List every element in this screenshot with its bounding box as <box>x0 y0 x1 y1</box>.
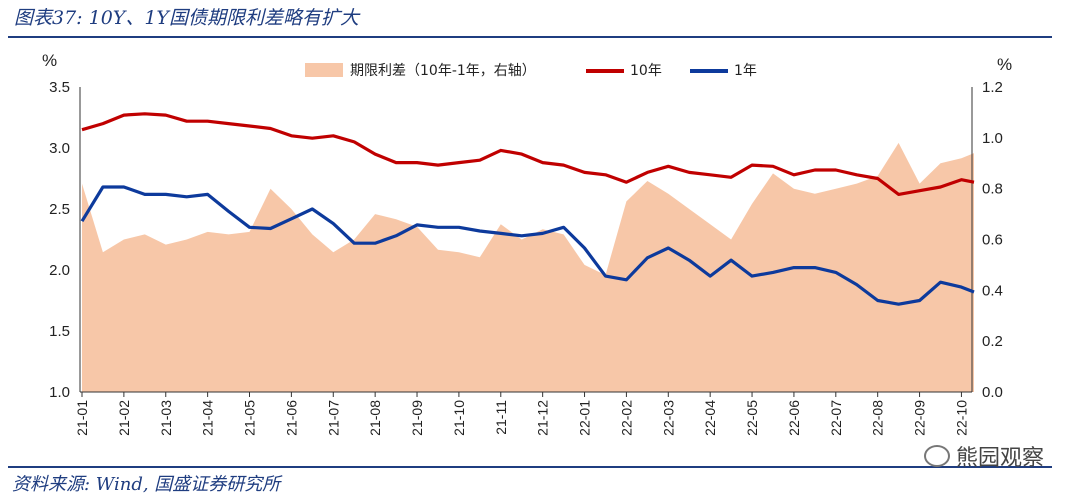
y-left-tick-label: 1.5 <box>49 323 70 340</box>
y-right-tick-label: 0.4 <box>982 282 1003 299</box>
source-note: 资料来源: Wind, 国盛证券研究所 <box>12 474 281 495</box>
x-tick-label: 22-03 <box>660 400 676 436</box>
x-tick-label: 21-01 <box>74 400 90 436</box>
legend: 期限利差（10年-1年，右轴） 10年 1年 <box>305 63 757 79</box>
x-tick-label: 22-02 <box>618 400 634 436</box>
y-right-tick-label: 0.0 <box>982 384 1003 401</box>
y-right-tick-label: 0.6 <box>982 232 1003 249</box>
x-tick-label: 21-03 <box>158 400 174 436</box>
x-tick-label: 22-04 <box>702 400 718 436</box>
x-tick-label: 21-04 <box>200 400 216 436</box>
x-tick-label: 22-09 <box>912 400 928 436</box>
watermark: 熊园观察 <box>923 440 1044 472</box>
y-left-tick-label: 3.0 <box>49 140 70 157</box>
legend-1y-label: 1年 <box>734 63 757 79</box>
axes: 1.0 1.5 2.0 2.5 3.0 3.5 0.0 0.2 0.4 0.6 0.8 1.0 1.2%… <box>42 51 1012 436</box>
chart-title: 图表37: 10Y、1Y国债期限利差略有扩大 <box>14 7 359 29</box>
spread-area <box>82 142 974 392</box>
x-tick-label: 21-07 <box>325 400 341 436</box>
y-left-tick-label: 1.0 <box>49 384 70 401</box>
y-right-tick-label: 1.0 <box>982 130 1003 147</box>
x-tick-label: 21-12 <box>535 400 551 436</box>
y-left-unit: % <box>42 51 57 70</box>
x-tick-label: 22-01 <box>577 400 593 436</box>
y-right-unit: % <box>997 55 1012 74</box>
x-tick-label: 22-08 <box>870 400 886 436</box>
legend-10y-label: 10年 <box>630 63 662 79</box>
y-right-tick-label: 0.2 <box>982 333 1003 350</box>
source-rule <box>8 466 1052 468</box>
x-tick-label: 21-09 <box>409 400 425 436</box>
legend-spread-swatch <box>305 63 343 77</box>
series-10y-line <box>81 112 975 196</box>
wechat-icon <box>923 445 950 467</box>
x-tick-label: 21-06 <box>283 400 299 436</box>
x-tick-label: 21-10 <box>451 400 467 436</box>
y-left-tick-label: 3.5 <box>49 79 70 96</box>
title-rule <box>8 36 1052 38</box>
spread-area-layer <box>82 142 974 392</box>
lines-layer <box>80 112 975 306</box>
y-right-tick-label: 1.2 <box>982 79 1003 96</box>
watermark-text: 熊园观察 <box>955 446 1044 471</box>
y-left-tick-label: 2.5 <box>49 201 70 218</box>
x-tick-label: 21-02 <box>116 400 132 436</box>
legend-spread-label: 期限利差（10年-1年，右轴） <box>350 63 536 79</box>
x-tick-label: 22-06 <box>786 400 802 436</box>
x-tick-label: 21-11 <box>493 400 509 435</box>
x-tick-label: 22-10 <box>953 400 969 436</box>
y-left-tick-label: 2.0 <box>49 262 70 279</box>
x-tick-label: 21-05 <box>242 400 258 436</box>
series-1y-line <box>80 185 975 306</box>
x-tick-label: 21-08 <box>367 400 383 436</box>
x-tick-label: 22-07 <box>828 400 844 436</box>
y-right-tick-label: 0.8 <box>982 181 1003 198</box>
x-tick-label: 22-05 <box>744 400 760 436</box>
